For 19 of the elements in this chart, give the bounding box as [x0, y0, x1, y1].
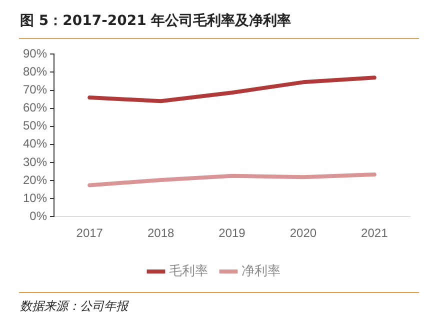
y-tick-label: 80%: [22, 64, 48, 79]
y-tick-label: 30%: [22, 154, 48, 169]
x-tick-label: 2021: [361, 226, 388, 240]
x-tick-label: 2019: [218, 226, 246, 240]
legend-label: 毛利率: [169, 262, 208, 279]
x-tick-label: 2017: [76, 226, 104, 240]
legend-label: 净利率: [242, 262, 280, 279]
x-tick-label: 2020: [290, 226, 317, 240]
y-tick-label: 20%: [22, 172, 48, 187]
source-note: 数据来源：公司年报: [20, 298, 128, 315]
y-tick-label: 90%: [22, 46, 48, 61]
y-tick-label: 0%: [30, 208, 48, 223]
y-tick-label: 40%: [22, 136, 48, 151]
x-tick-label: 2018: [147, 226, 174, 240]
y-tick-label: 70%: [22, 82, 48, 97]
chart-title: 图 5：2017-2021 年公司毛利率及净利率: [20, 12, 292, 30]
y-tick-label: 60%: [22, 100, 48, 115]
y-tick-label: 50%: [22, 118, 48, 133]
y-tick-label: 10%: [22, 190, 48, 205]
